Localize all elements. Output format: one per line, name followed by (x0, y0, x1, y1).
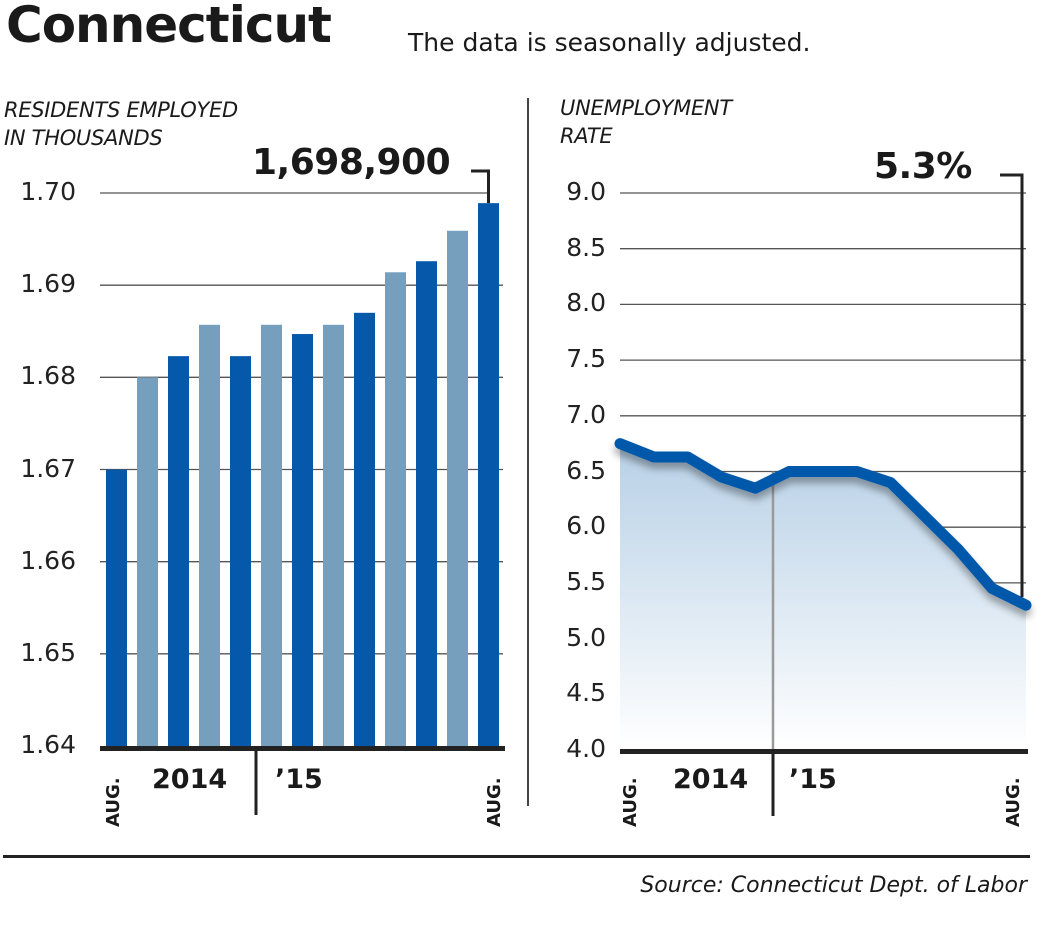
right-x-axis (620, 173, 1028, 816)
right-callout-value: 5.3% (874, 146, 972, 187)
right-x-start-label: AUG. (620, 777, 641, 827)
bar (137, 377, 158, 746)
right-line-series (614, 438, 1032, 611)
left-x-start-label: AUG. (103, 777, 124, 827)
left-y-axis-title-line2: IN THOUSANDS (4, 126, 163, 150)
bar (385, 272, 406, 746)
right-y-tick-label: 8.0 (566, 288, 606, 318)
bar (261, 324, 282, 746)
bar (354, 312, 375, 746)
left-y-tick-label: 1.66 (20, 545, 76, 575)
left-y-tick-label: 1.65 (20, 637, 76, 667)
right-y-axis-title-line1: UNEMPLOYMENT (560, 96, 732, 120)
right-y-tick-label: 7.5 (566, 344, 606, 374)
left-y-tick-label: 1.70 (20, 177, 76, 206)
left-callout-value: 1,698,900 (252, 142, 451, 183)
chart-title: Connecticut (6, 0, 332, 54)
source-note: Source: Connecticut Dept. of Labor (640, 873, 1027, 898)
right-y-tick-label: 4.5 (566, 678, 606, 708)
right-y-tick-label: 7.0 (566, 399, 606, 429)
right-area-fill (620, 443, 1026, 750)
left-year-2014: 2014 (152, 764, 228, 795)
left-y-tick-label: 1.68 (20, 361, 76, 391)
right-year-2014: 2014 (673, 764, 749, 795)
right-y-tick-label: 5.5 (566, 566, 606, 596)
footer-rule (3, 855, 1030, 858)
left-y-axis-title-line1: RESIDENTS EMPLOYED (4, 98, 238, 122)
bar (168, 356, 189, 746)
right-y-tick-label: 9.0 (566, 177, 606, 206)
left-year-2015: ’15 (275, 764, 323, 795)
right-year-2015: ’15 (789, 764, 837, 795)
bar (323, 324, 344, 746)
bar (478, 203, 499, 747)
bar (230, 356, 251, 746)
left-x-end-label: AUG. (484, 777, 505, 827)
left-y-tick-label: 1.69 (20, 269, 76, 299)
left-y-tick-label: 1.67 (20, 453, 76, 483)
bar (106, 469, 127, 746)
chart-subtitle: The data is seasonally adjusted. (408, 28, 811, 57)
panel-divider (527, 98, 529, 806)
right-y-tick-label: 6.5 (566, 455, 606, 485)
bar (292, 334, 313, 746)
bar (199, 324, 220, 746)
right-y-axis-title: UNEMPLOYMENT RATE (560, 94, 732, 150)
left-x-axis (100, 169, 505, 815)
left-y-axis-title: RESIDENTS EMPLOYED IN THOUSANDS (4, 96, 238, 152)
right-y-tick-label: 8.5 (566, 232, 606, 262)
left-bars (106, 203, 499, 747)
right-y-axis-title-line2: RATE (560, 124, 613, 148)
right-y-tick-label: 4.0 (566, 734, 606, 763)
bar (447, 230, 468, 746)
left-y-tick-label: 1.64 (20, 730, 76, 759)
right-y-tick-label: 6.0 (566, 511, 606, 541)
unemployment-line (614, 438, 1032, 611)
bar (416, 261, 437, 746)
right-x-end-label: AUG. (1003, 777, 1024, 827)
right-y-tick-label: 5.0 (566, 622, 606, 652)
